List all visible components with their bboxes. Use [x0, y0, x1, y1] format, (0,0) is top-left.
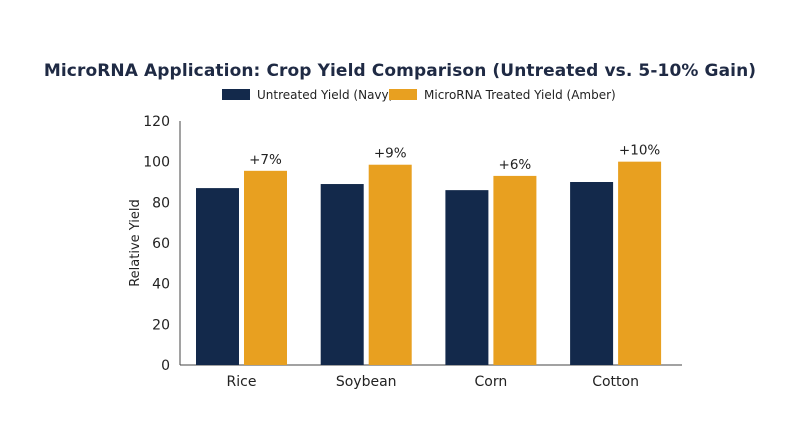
- chart-title: MicroRNA Application: Crop Yield Compari…: [43, 61, 757, 81]
- y-tick-label: 80: [152, 195, 170, 211]
- gain-annotation: +6%: [499, 157, 532, 173]
- y-ticks: 0 20 40 60 80 100 120: [143, 114, 170, 374]
- x-tick-label: Cotton: [592, 374, 639, 390]
- x-tick-label: Rice: [227, 374, 257, 390]
- x-tick-label: Soybean: [336, 374, 397, 390]
- bar-untreated: [445, 190, 489, 365]
- bar-treated: [244, 170, 287, 365]
- gain-annotation: +7%: [249, 152, 282, 168]
- bar-untreated: [196, 188, 239, 365]
- legend-swatch-treated: [389, 89, 417, 100]
- y-tick-label: 60: [152, 236, 170, 252]
- bar-treated: [618, 161, 662, 365]
- x-tick-label: Corn: [475, 374, 508, 390]
- y-tick-label: 0: [161, 358, 170, 374]
- y-axis-title: Relative Yield: [128, 199, 143, 287]
- legend-label-treated: MicroRNA Treated Yield (Amber): [424, 88, 616, 102]
- y-tick-label: 100: [143, 155, 170, 171]
- legend-swatch-untreated: [222, 89, 250, 100]
- bars: [196, 161, 662, 365]
- y-tick-label: 20: [152, 317, 170, 333]
- bar-treated: [493, 175, 537, 365]
- y-tick-label: 40: [152, 277, 170, 293]
- gain-annotation: +10%: [619, 143, 660, 159]
- legend: Untreated Yield (Navy) MicroRNA Treated …: [222, 88, 616, 102]
- gain-annotation: +9%: [374, 146, 407, 162]
- bar-untreated: [570, 182, 614, 365]
- bar-untreated: [320, 184, 364, 365]
- bar-treated: [368, 164, 412, 365]
- legend-label-untreated: Untreated Yield (Navy): [257, 88, 393, 102]
- labels: Rice +7% Soybean +9% Corn +6% Cotton +10%: [227, 143, 661, 390]
- y-tick-label: 120: [143, 114, 170, 130]
